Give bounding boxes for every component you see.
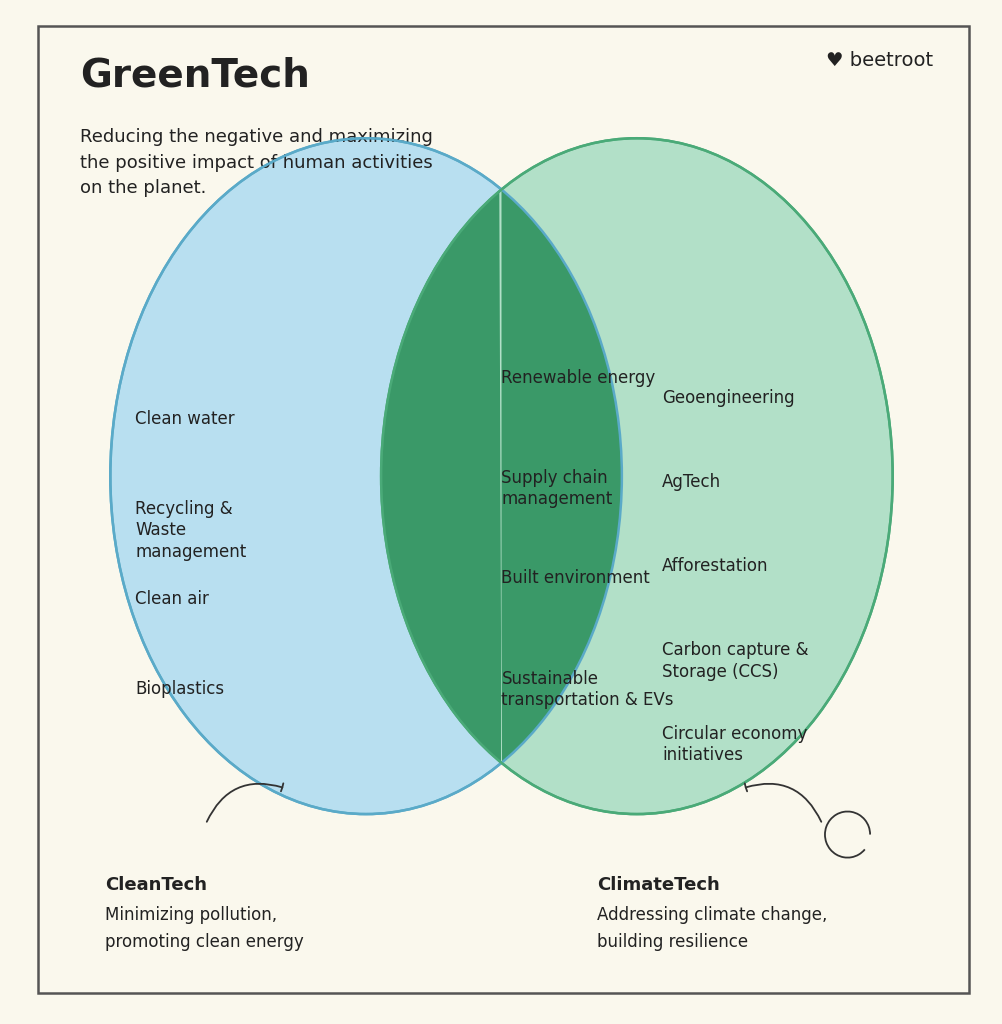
Text: Clean water: Clean water: [135, 410, 234, 428]
FancyBboxPatch shape: [38, 26, 968, 993]
Text: ♥ beetroot: ♥ beetroot: [825, 51, 932, 71]
Ellipse shape: [110, 138, 621, 814]
Text: Supply chain
management: Supply chain management: [501, 469, 612, 509]
Text: Bioplastics: Bioplastics: [135, 680, 224, 698]
Text: Circular economy
initiatives: Circular economy initiatives: [661, 725, 807, 765]
Text: Recycling &
Waste
management: Recycling & Waste management: [135, 500, 246, 561]
Text: AgTech: AgTech: [661, 473, 720, 492]
Text: CleanTech: CleanTech: [105, 876, 207, 894]
PathPatch shape: [381, 189, 621, 763]
Text: Clean air: Clean air: [135, 590, 209, 608]
Text: Geoengineering: Geoengineering: [661, 389, 794, 408]
Text: Reducing the negative and maximizing
the positive impact of human activities
on : Reducing the negative and maximizing the…: [80, 128, 433, 198]
Text: Sustainable
transportation & EVs: Sustainable transportation & EVs: [501, 670, 673, 710]
Text: Afforestation: Afforestation: [661, 557, 768, 575]
Text: Renewable energy: Renewable energy: [501, 369, 655, 387]
Text: Addressing climate change,
building resilience: Addressing climate change, building resi…: [596, 906, 827, 951]
Ellipse shape: [381, 138, 892, 814]
Text: GreenTech: GreenTech: [80, 56, 310, 94]
Text: Built environment: Built environment: [501, 569, 649, 588]
Text: ClimateTech: ClimateTech: [596, 876, 718, 894]
Text: Carbon capture &
Storage (CCS): Carbon capture & Storage (CCS): [661, 641, 808, 681]
Text: Minimizing pollution,
promoting clean energy: Minimizing pollution, promoting clean en…: [105, 906, 304, 951]
